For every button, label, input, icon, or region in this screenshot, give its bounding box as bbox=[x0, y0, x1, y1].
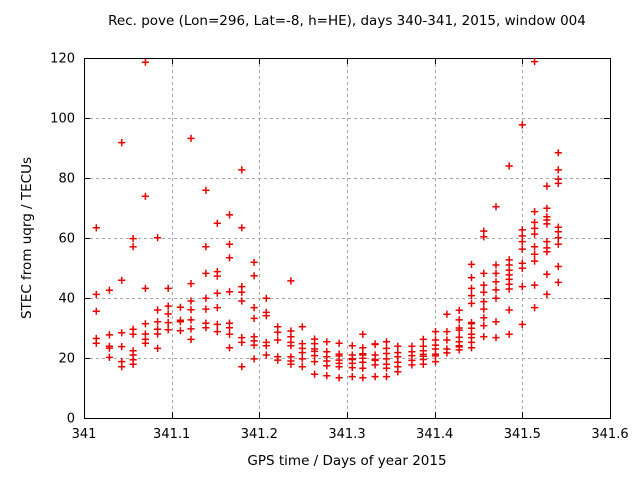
y-tick-label: 80 bbox=[58, 172, 75, 187]
x-tick-label: 341.6 bbox=[591, 427, 628, 442]
y-tick-label: 100 bbox=[50, 112, 75, 127]
y-tick-label: 120 bbox=[50, 52, 75, 67]
x-tick-label: 341.2 bbox=[241, 427, 278, 442]
x-tick-label: 341.4 bbox=[416, 427, 453, 442]
y-tick-label: 20 bbox=[58, 352, 75, 367]
x-tick-label: 341 bbox=[72, 427, 97, 442]
y-tick-label: 60 bbox=[58, 232, 75, 247]
y-axis-label: STEC from uqrg / TECUs bbox=[19, 156, 35, 320]
y-tick-label: 0 bbox=[67, 412, 75, 427]
x-tick-label: 341.1 bbox=[153, 427, 190, 442]
x-axis-label: GPS time / Days of year 2015 bbox=[247, 453, 447, 469]
x-tick-label: 341.3 bbox=[328, 427, 365, 442]
chart-title: Rec. pove (Lon=296, Lat=-8, h=HE), days … bbox=[108, 13, 586, 29]
y-tick-label: 40 bbox=[58, 292, 75, 307]
data-points-plus-markers bbox=[92, 58, 562, 382]
x-tick-label: 341.5 bbox=[504, 427, 541, 442]
